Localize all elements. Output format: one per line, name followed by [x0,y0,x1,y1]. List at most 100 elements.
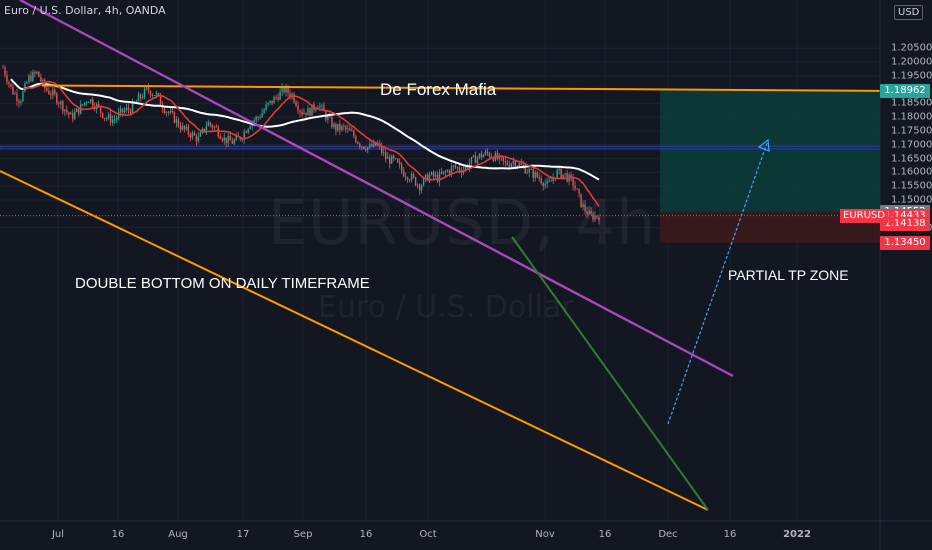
candle-body [291,93,293,97]
candle-body [538,176,540,179]
price-tick-label: 1.17500 [891,125,932,137]
candle-body [454,165,457,168]
candle-body [74,112,76,119]
candle-body [26,82,28,84]
candle-body [263,109,265,113]
candle-body [97,103,100,107]
candle-body [40,77,42,82]
candle-body [333,123,335,128]
candle-body [141,97,144,99]
candle-body [193,132,196,136]
candle-body [434,174,437,177]
candle-body [70,112,72,115]
candle-body [22,91,24,102]
candle-body [327,116,329,120]
candle-body [321,105,323,107]
candle-body [209,122,211,125]
candle-body [508,164,510,167]
chart-title: Euro / U.S. Dollar, 4h, OANDA [4,4,166,17]
candle-body [311,104,313,116]
candle-body [265,104,267,110]
candle-body [353,130,355,137]
candle-body [66,109,68,113]
candle-body [476,157,479,164]
candle-body [215,126,217,128]
time-tick-label: 16 [723,529,737,540]
candle-body [247,128,249,133]
candle-body [323,105,325,112]
candle-body [361,146,363,148]
candle-body [305,112,307,116]
candle-body [416,184,419,186]
candle-body [239,136,241,140]
candle-body [153,95,156,96]
candle-body [203,128,206,132]
candle-body [524,166,526,174]
candle-body [86,102,88,104]
candle-body [369,144,371,148]
candle-body [227,135,229,144]
candle-body [213,126,215,128]
candle-body [556,170,558,179]
candle-body [299,110,301,113]
price-tick-label: 1.20500 [891,42,932,54]
candle-body [430,172,433,175]
candle-body [46,88,48,91]
candle-body [404,176,407,178]
price-tick-label: 1.15500 [891,180,932,192]
candle-body [175,119,178,123]
candle-body [544,183,546,187]
price-tick-label: 1.16500 [891,153,932,165]
candle-body [359,143,361,147]
candle-body [42,79,44,82]
candle-body [301,112,303,115]
candle-body [273,97,275,104]
candle-body [6,75,8,82]
candle-body [558,168,560,171]
candle-body [279,91,281,101]
candle-body [478,153,481,158]
candle-body [219,136,221,139]
candle-body [329,116,331,118]
candle-body [432,172,435,177]
candle-body [62,101,64,112]
candle-body [528,169,530,173]
candle-body [269,100,271,103]
channel-lower-line [0,170,709,511]
candle-body [221,138,223,141]
candle-body [217,127,219,137]
candle-body [345,126,347,130]
candle-body [442,171,445,174]
candle-body [145,87,148,89]
currency-badge[interactable]: USD [894,5,924,20]
candle-body [275,97,277,98]
candle-body [548,181,550,183]
candle-body [391,155,393,164]
candle-body [8,81,10,84]
price-tick-label: 1.16000 [891,166,932,178]
candle-body [514,161,516,168]
candle-body [347,128,349,130]
candle-body [123,110,126,113]
candle-body [428,174,431,181]
target-arrow-head-icon [757,138,770,152]
candle-body [351,130,353,132]
candle-body [588,210,590,215]
candle-body [149,90,152,96]
time-tick-label: 2022 [783,529,811,540]
candle-body [54,89,56,94]
candle-body [339,123,341,131]
candle-body [540,178,542,184]
watermark-symbol: EURUSD, 4h [268,186,657,259]
candle-body [169,110,172,113]
candle-body [88,101,90,103]
candle-body [103,117,106,119]
candle-body [297,105,299,111]
candle-body [572,177,574,186]
candle-body [113,119,116,121]
candle-body [355,136,357,142]
candle-body [171,110,174,113]
candle-body [115,117,118,120]
candle-body [283,86,285,93]
